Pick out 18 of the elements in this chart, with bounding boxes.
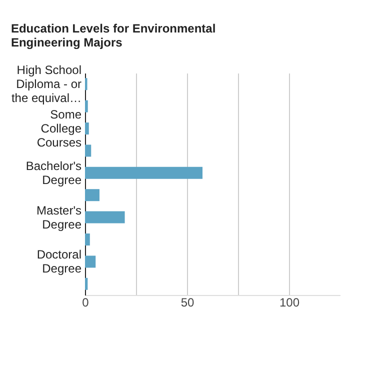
y-tick-label: Bachelor's Degree (26, 158, 82, 187)
bar (85, 211, 125, 224)
bar (85, 100, 88, 112)
bar (85, 234, 90, 246)
y-tick-label: Master's Degree (36, 203, 82, 232)
x-tick-label: 50 (180, 296, 194, 310)
chart-title: Education Levels for Environmental Engineering Majors (10, 22, 216, 50)
bar (85, 166, 203, 179)
bar (85, 122, 89, 134)
bar (85, 144, 92, 157)
x-tick-label: 0 (82, 296, 90, 310)
bar (85, 256, 96, 268)
x-tick-label: 100 (279, 296, 300, 310)
y-tick-label: Doctoral Degree (36, 248, 82, 276)
y-tick-label: High School Diploma - or the equival… (11, 63, 82, 106)
bar (85, 278, 88, 290)
bar (85, 189, 100, 202)
y-tick-label: Some College Courses (36, 108, 82, 150)
